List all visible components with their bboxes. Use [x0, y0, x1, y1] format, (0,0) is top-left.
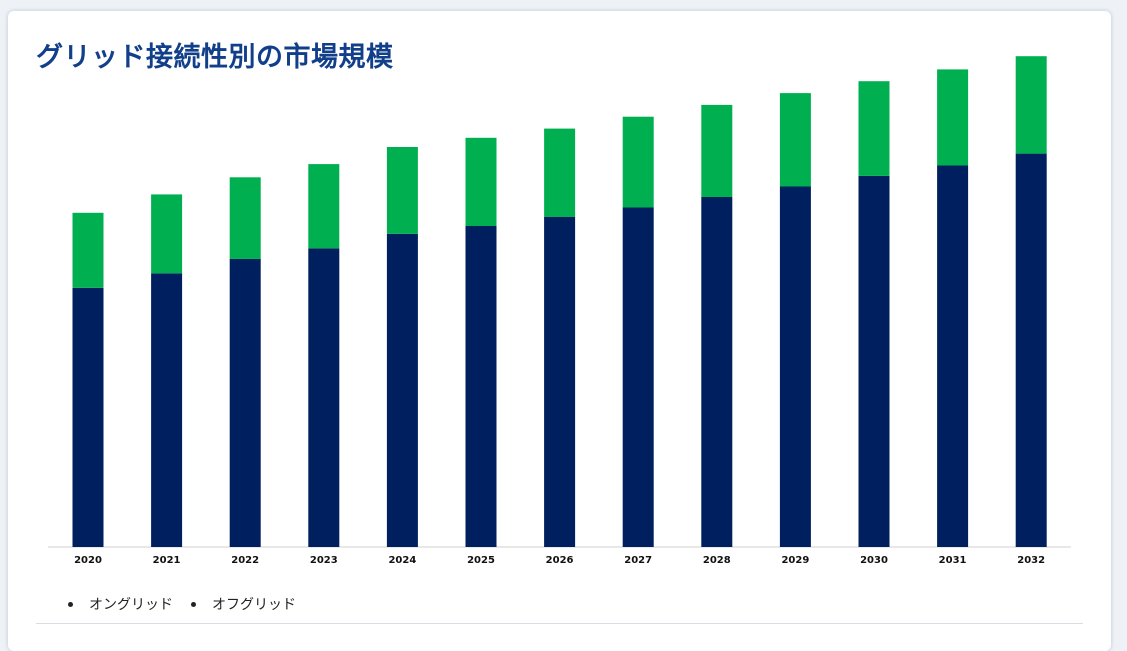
- x-tick-label: 2026: [546, 555, 574, 566]
- bar-on-grid-2030: [858, 175, 890, 547]
- bar-off-grid-2028: [701, 104, 733, 197]
- legend-item-off-grid: オフグリッド: [191, 594, 296, 614]
- legend-label-on-grid: オングリッド: [89, 597, 173, 613]
- bar-on-grid-2026: [544, 216, 576, 547]
- legend: オングリッド オフグリッド: [68, 594, 296, 614]
- bar-off-grid-2025: [465, 137, 497, 226]
- bar-on-grid-2029: [779, 186, 811, 547]
- x-tick-label: 2025: [467, 555, 495, 566]
- bar-off-grid-2029: [779, 93, 811, 187]
- bar-on-grid-2025: [465, 225, 497, 547]
- x-tick-label: 2028: [703, 555, 731, 566]
- stacked-bar-chart: 2020 2021 2022 2023 2024 2025 2026 2027 2028 2029…: [48, 56, 1071, 566]
- x-tick-label: 2020: [74, 555, 102, 566]
- bar-on-grid-2021: [151, 273, 183, 547]
- bars-group: [72, 56, 1047, 548]
- x-tick-label: 2030: [860, 555, 888, 566]
- bar-on-grid-2032: [1015, 153, 1047, 547]
- bottom-divider: [36, 623, 1083, 624]
- bar-off-grid-2030: [858, 81, 890, 176]
- legend-bullet-icon: [68, 601, 73, 607]
- legend-item-on-grid: オングリッド: [68, 594, 173, 614]
- bar-on-grid-2028: [701, 197, 733, 547]
- bar-off-grid-2031: [937, 69, 969, 166]
- bar-off-grid-2024: [386, 147, 418, 234]
- x-tick-label: 2029: [781, 555, 809, 566]
- bar-on-grid-2031: [937, 165, 969, 547]
- bar-off-grid-2021: [151, 194, 183, 274]
- bar-off-grid-2032: [1015, 56, 1047, 154]
- bar-on-grid-2022: [229, 258, 261, 547]
- bar-off-grid-2027: [622, 116, 654, 208]
- x-tick-label: 2027: [624, 555, 652, 566]
- x-tick-label: 2031: [939, 555, 967, 566]
- bar-off-grid-2020: [72, 212, 104, 288]
- bar-on-grid-2020: [72, 287, 104, 547]
- x-tick-label: 2021: [153, 555, 181, 566]
- bar-on-grid-2024: [386, 233, 418, 548]
- x-tick-labels: 2020 2021 2022 2023 2024 2025 2026 2027 2028 2029…: [74, 555, 1045, 566]
- bar-off-grid-2023: [308, 164, 340, 249]
- bar-off-grid-2022: [229, 177, 261, 259]
- bar-on-grid-2023: [308, 248, 340, 548]
- bar-on-grid-2027: [622, 207, 654, 547]
- x-tick-label: 2023: [310, 555, 338, 566]
- bar-off-grid-2026: [544, 128, 576, 217]
- x-tick-label: 2024: [388, 555, 416, 566]
- chart-title: グリッド接続性別の市場規模: [36, 42, 394, 73]
- x-tick-label: 2032: [1017, 555, 1045, 566]
- chart-card: グリッド接続性別の市場規模 2020 2021 2022 2023 2024 2025 20…: [8, 11, 1111, 651]
- legend-label-off-grid: オフグリッド: [212, 597, 296, 613]
- x-tick-label: 2022: [231, 555, 259, 566]
- legend-bullet-icon: [191, 601, 196, 607]
